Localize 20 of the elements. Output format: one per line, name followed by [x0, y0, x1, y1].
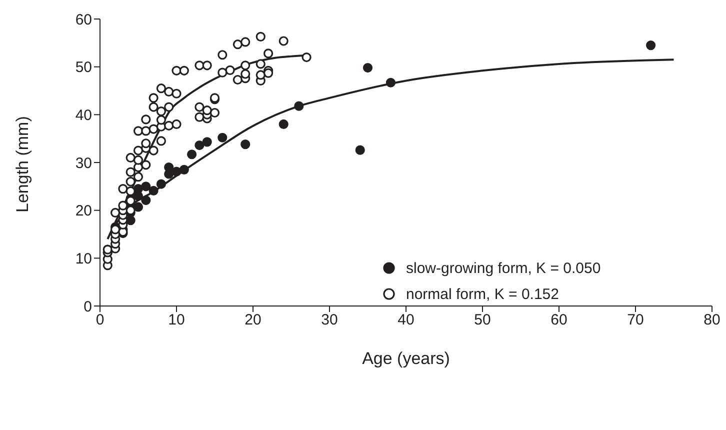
y-axis-title: Length (mm): [13, 116, 32, 212]
legend-label: normal form, K = 0.152: [406, 286, 559, 302]
x-tick-label: 60: [550, 312, 568, 329]
x-tick-label: 20: [244, 312, 262, 329]
x-tick-label: 40: [398, 312, 414, 329]
y-tick-label: 60: [75, 11, 92, 28]
y-tick-label: 0: [84, 298, 92, 316]
y-tick-label: 50: [75, 59, 92, 76]
x-tick-label: 70: [627, 312, 644, 329]
x-tick-label: 50: [474, 312, 491, 329]
x-tick-label: 10: [168, 312, 185, 329]
y-tick-label: 10: [75, 250, 92, 268]
x-tick-label: 0: [96, 312, 104, 329]
y-tick-label: 20: [75, 202, 92, 220]
x-axis-title: Age (years): [362, 349, 450, 368]
legend-label: slow-growing form, K = 0.050: [406, 260, 601, 276]
x-tick-label: 80: [704, 312, 720, 329]
x-tick-label: 30: [321, 312, 338, 329]
y-tick-label: 30: [75, 154, 92, 172]
y-tick-label: 40: [75, 106, 92, 124]
